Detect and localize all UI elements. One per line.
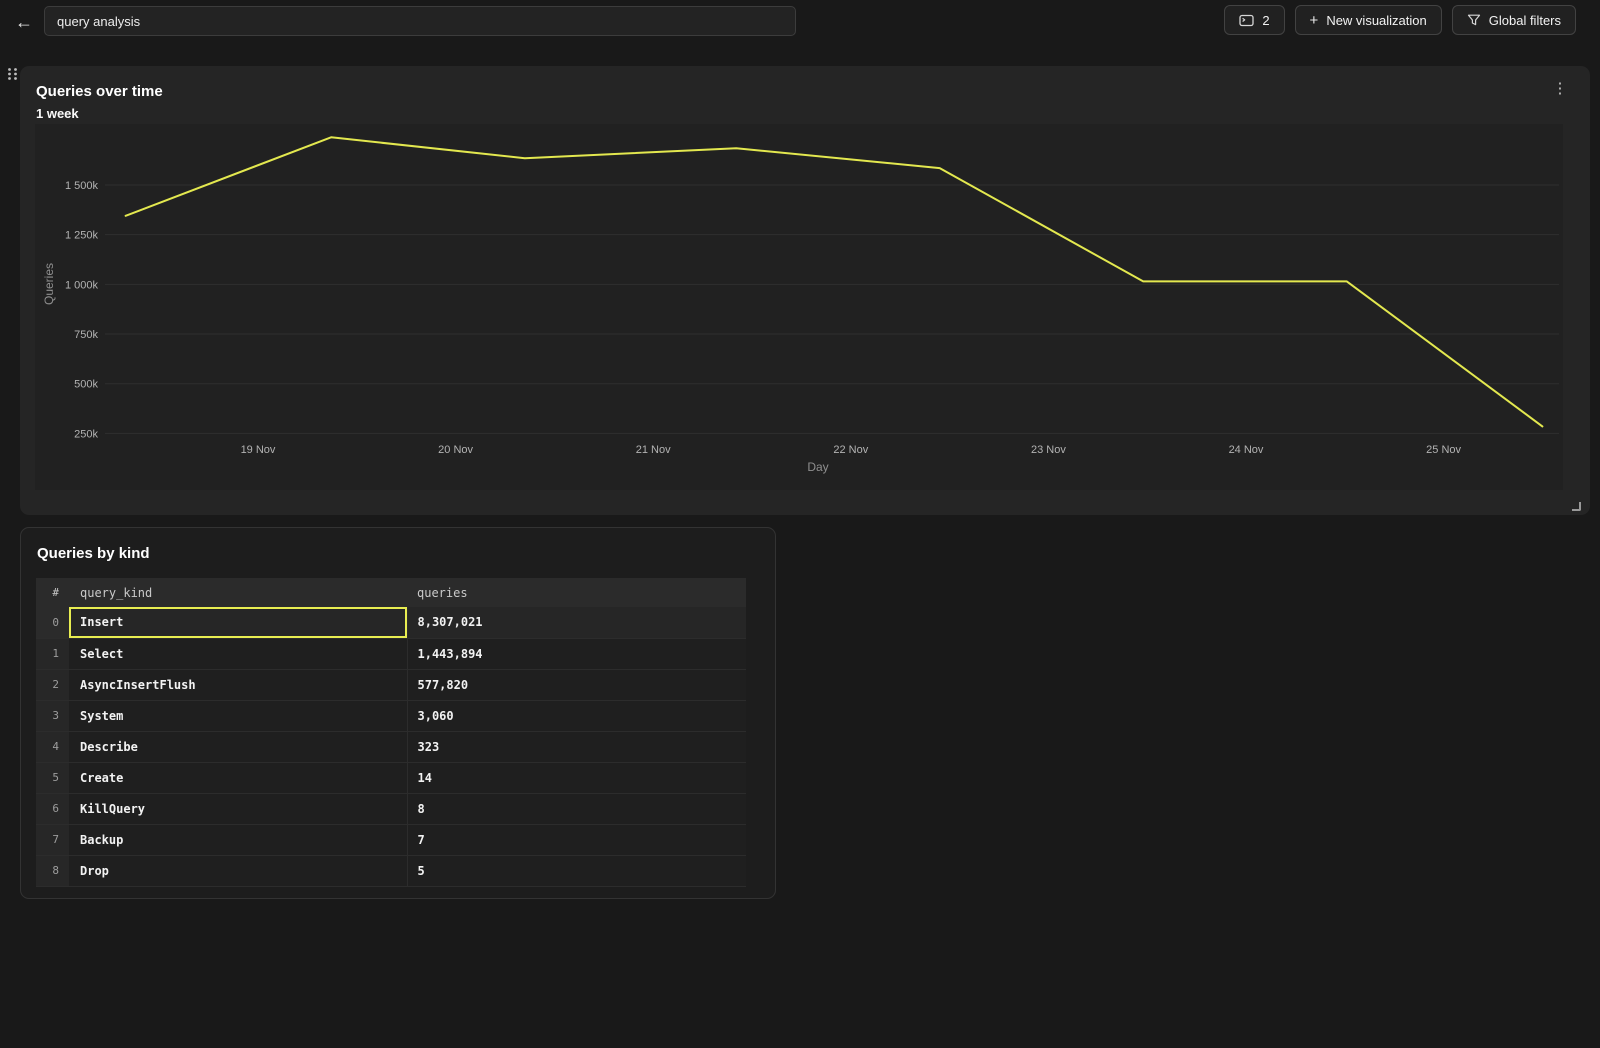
grip-icon bbox=[8, 68, 17, 80]
x-axis-title: Day bbox=[807, 460, 828, 474]
chart-panel-title: Queries over time bbox=[36, 83, 163, 100]
y-tick-label: 500k bbox=[74, 379, 98, 391]
queries-by-kind-panel: Queries by kind # query_kind queries 0 In… bbox=[20, 527, 776, 899]
query-kind-cell[interactable]: Drop bbox=[69, 855, 408, 887]
x-tick-label: 25 Nov bbox=[1426, 444, 1461, 456]
new-visualization-label: New visualization bbox=[1326, 12, 1427, 28]
plus-icon: + bbox=[1309, 11, 1319, 29]
query-kind-cell[interactable]: AsyncInsertFlush bbox=[69, 669, 408, 701]
global-filters-label: Global filters bbox=[1488, 12, 1561, 28]
x-tick-label: 21 Nov bbox=[636, 444, 671, 456]
table-row: 1 Select 1,443,894 bbox=[36, 638, 746, 670]
y-tick-label: 1 000k bbox=[65, 279, 99, 291]
column-header-query-kind[interactable]: query_kind bbox=[69, 578, 407, 607]
query-kind-cell[interactable]: KillQuery bbox=[69, 793, 408, 825]
query-kind-cell[interactable]: Insert bbox=[69, 607, 408, 639]
dashboards-count: 2 bbox=[1262, 12, 1270, 28]
x-tick-label: 22 Nov bbox=[833, 444, 868, 456]
query-kind-cell[interactable]: Describe bbox=[69, 731, 408, 763]
queries-over-time-panel: Queries over time 1 week ⋮ 1 500k 1 250k 1… bbox=[20, 66, 1590, 515]
table-row: 3 System 3,060 bbox=[36, 700, 746, 732]
row-index-cell[interactable]: 6 bbox=[36, 793, 69, 825]
row-index-cell[interactable]: 3 bbox=[36, 700, 69, 732]
chart-panel-subtitle: 1 week bbox=[36, 106, 79, 121]
row-index-cell[interactable]: 4 bbox=[36, 731, 69, 763]
table-panel-title: Queries by kind bbox=[37, 545, 150, 562]
y-axis-title: Queries bbox=[42, 263, 56, 305]
dashboard-title-input[interactable] bbox=[44, 6, 796, 36]
chart-panel-menu-button[interactable]: ⋮ bbox=[1552, 79, 1568, 97]
query-kind-cell[interactable]: Backup bbox=[69, 824, 408, 856]
queries-cell[interactable]: 8 bbox=[407, 793, 746, 825]
queries-chart-plot: 1 500k 1 250k 1 000k 750k 500k 250k 19 Nov 20 N… bbox=[35, 124, 1563, 490]
query-kind-cell[interactable]: Create bbox=[69, 762, 408, 794]
query-kind-cell[interactable]: System bbox=[69, 700, 408, 732]
x-tick-label: 23 Nov bbox=[1031, 444, 1066, 456]
queries-cell[interactable]: 323 bbox=[407, 731, 746, 763]
table-row: 4 Describe 323 bbox=[36, 731, 746, 763]
row-index-cell[interactable]: 5 bbox=[36, 762, 69, 794]
chart-resize-handle[interactable] bbox=[1572, 502, 1581, 511]
table-row: 6 KillQuery 8 bbox=[36, 793, 746, 825]
funnel-icon bbox=[1467, 14, 1480, 26]
y-tick-label: 750k bbox=[74, 329, 98, 341]
queries-series-line bbox=[124, 136, 1544, 428]
queries-cell[interactable]: 577,820 bbox=[407, 669, 746, 701]
table-row: 2 AsyncInsertFlush 577,820 bbox=[36, 669, 746, 701]
queries-line-chart[interactable]: 1 500k 1 250k 1 000k 750k 500k 250k 19 Nov 20 N… bbox=[35, 124, 1563, 490]
row-index-cell[interactable]: 0 bbox=[36, 607, 69, 639]
back-arrow-icon: ← bbox=[15, 11, 33, 32]
kebab-icon: ⋮ bbox=[1552, 79, 1568, 97]
table-header-row: # query_kind queries bbox=[36, 578, 746, 607]
queries-cell[interactable]: 7 bbox=[407, 824, 746, 856]
row-index-cell[interactable]: 1 bbox=[36, 638, 69, 670]
column-header-queries[interactable]: queries bbox=[407, 578, 746, 607]
x-tick-label: 19 Nov bbox=[241, 444, 276, 456]
row-index-cell[interactable]: 8 bbox=[36, 855, 69, 887]
row-index-cell[interactable]: 2 bbox=[36, 669, 69, 701]
table-row: 8 Drop 5 bbox=[36, 855, 746, 887]
queries-cell[interactable]: 1,443,894 bbox=[407, 638, 746, 670]
queries-cell[interactable]: 5 bbox=[407, 855, 746, 887]
table-row: 0 Insert 8,307,021 bbox=[36, 607, 746, 639]
dashboards-count-button[interactable]: 2 bbox=[1224, 5, 1285, 35]
panel-drag-handle[interactable] bbox=[6, 66, 19, 87]
console-icon bbox=[1239, 14, 1254, 26]
table-row: 5 Create 14 bbox=[36, 762, 746, 794]
queries-cell[interactable]: 8,307,021 bbox=[407, 607, 746, 639]
x-tick-label: 24 Nov bbox=[1229, 444, 1264, 456]
global-filters-button[interactable]: Global filters bbox=[1451, 5, 1576, 35]
new-visualization-button[interactable]: + New visualization bbox=[1294, 5, 1442, 35]
queries-cell[interactable]: 3,060 bbox=[407, 700, 746, 732]
x-tick-label: 20 Nov bbox=[438, 444, 473, 456]
y-tick-label: 1 250k bbox=[65, 230, 99, 242]
row-index-cell[interactable]: 7 bbox=[36, 824, 69, 856]
queries-cell[interactable]: 14 bbox=[407, 762, 746, 794]
y-tick-label: 250k bbox=[74, 428, 98, 440]
query-kind-cell[interactable]: Select bbox=[69, 638, 408, 670]
query-kind-table-body: 0 Insert 8,307,021 1 Select 1,443,894 2 AsyncIn… bbox=[36, 607, 746, 887]
table-row: 7 Backup 7 bbox=[36, 824, 746, 856]
column-header-index[interactable]: # bbox=[36, 578, 69, 607]
query-kind-table: # query_kind queries 0 Insert 8,307,021 1 Se… bbox=[36, 578, 746, 887]
y-tick-label: 1 500k bbox=[65, 180, 99, 192]
topbar-actions: 2 + New visualization Global filters bbox=[1224, 5, 1576, 35]
back-button[interactable]: ← bbox=[10, 8, 38, 36]
